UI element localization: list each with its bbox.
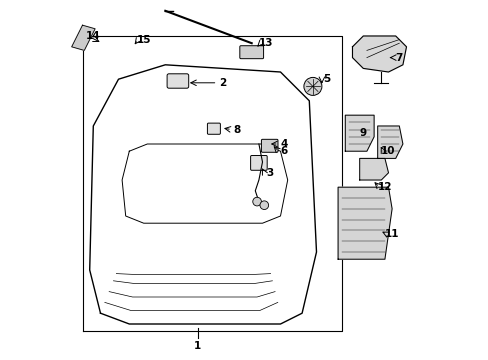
Text: 6: 6 [280, 146, 287, 156]
Text: 3: 3 [265, 168, 273, 178]
FancyBboxPatch shape [261, 139, 277, 152]
Text: 13: 13 [258, 38, 273, 48]
Text: 1: 1 [194, 341, 201, 351]
Polygon shape [377, 126, 402, 158]
Polygon shape [359, 158, 387, 180]
Text: 15: 15 [136, 35, 151, 45]
FancyBboxPatch shape [239, 46, 263, 59]
Text: 7: 7 [395, 53, 402, 63]
Polygon shape [72, 25, 95, 50]
Polygon shape [352, 36, 406, 72]
Text: 10: 10 [381, 146, 395, 156]
Circle shape [303, 77, 321, 95]
Circle shape [252, 197, 261, 206]
Polygon shape [345, 115, 373, 151]
Text: 2: 2 [219, 78, 226, 88]
Text: 9: 9 [359, 128, 366, 138]
FancyBboxPatch shape [207, 123, 220, 134]
FancyBboxPatch shape [250, 156, 266, 170]
Text: 4: 4 [280, 139, 287, 149]
Polygon shape [337, 187, 391, 259]
Text: 5: 5 [323, 74, 330, 84]
Circle shape [260, 201, 268, 210]
Text: 14: 14 [86, 31, 101, 41]
Text: 8: 8 [233, 125, 241, 135]
Text: 12: 12 [377, 182, 391, 192]
Text: 11: 11 [384, 229, 399, 239]
FancyBboxPatch shape [167, 74, 188, 88]
